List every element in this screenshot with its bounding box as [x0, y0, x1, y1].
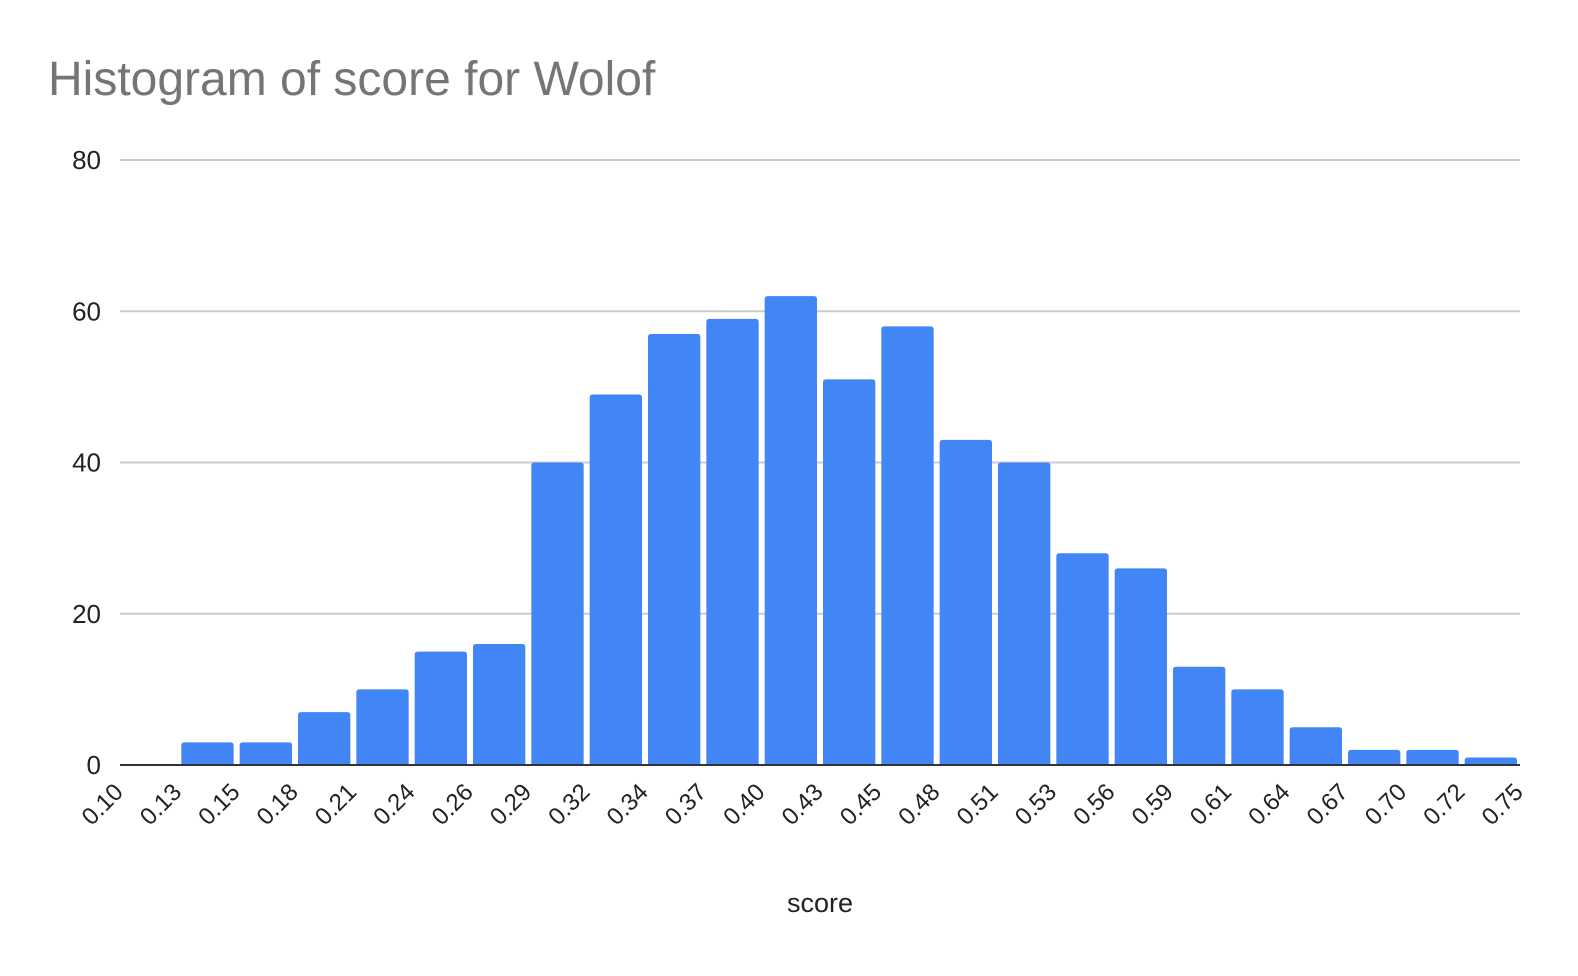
histogram-bar [414, 651, 467, 765]
gridlines [120, 159, 1520, 615]
histogram-bar [1348, 749, 1401, 765]
x-tick-label: 0.24 [368, 779, 420, 831]
x-tick-label: 0.29 [485, 779, 537, 831]
x-tick-label: 0.15 [193, 779, 245, 831]
x-axis-label: score [787, 888, 853, 918]
x-tick-label: 0.45 [835, 779, 887, 831]
y-tick-label: 60 [72, 296, 101, 326]
histogram-bar [881, 326, 934, 765]
histogram-bar [531, 462, 584, 765]
histogram-bar [823, 379, 876, 765]
x-tick-label: 0.21 [310, 779, 362, 831]
x-tick-label: 0.43 [777, 779, 829, 831]
histogram-bar [473, 644, 526, 765]
x-tick-label: 0.59 [1127, 779, 1179, 831]
histogram-bar [1114, 568, 1167, 765]
chart-title: Histogram of score for Wolof [48, 53, 656, 106]
histogram-bar [764, 296, 817, 765]
x-tick-label: 0.48 [893, 779, 945, 831]
x-tick-label: 0.40 [718, 779, 770, 831]
x-tick-label: 0.56 [1068, 779, 1120, 831]
x-tick-label: 0.61 [1185, 779, 1237, 831]
x-tick-label: 0.67 [1302, 779, 1354, 831]
histogram-bar [648, 333, 701, 765]
histogram-bar [1464, 757, 1517, 765]
y-tick-label: 80 [72, 145, 101, 175]
bars [181, 296, 1517, 765]
x-tick-label: 0.53 [1010, 779, 1062, 831]
x-tick-label: 0.51 [952, 779, 1004, 831]
y-tick-label: 40 [72, 448, 101, 478]
y-tick-label: 20 [72, 599, 101, 629]
histogram-bar [589, 394, 642, 765]
x-tick-label: 0.64 [1243, 779, 1295, 831]
y-tick-label: 0 [87, 750, 101, 780]
histogram-bar [998, 462, 1051, 765]
histogram-bar [298, 712, 351, 765]
histogram-bar [1406, 749, 1459, 765]
x-tick-label: 0.18 [252, 779, 304, 831]
x-tick-label: 0.34 [602, 779, 654, 831]
histogram-bar [239, 742, 292, 765]
histogram-bar [1231, 689, 1284, 765]
histogram-bar [706, 318, 759, 765]
histogram-bar [939, 439, 992, 765]
x-tick-label: 0.37 [660, 779, 712, 831]
x-axis-ticks: 0.10 0.13 0.15 0.18 0.21 0.24 0.26 0.29 0.32 0.34… [77, 779, 1529, 831]
histogram-bar [1173, 666, 1226, 765]
x-tick-label: 0.13 [135, 779, 187, 831]
histogram-bar [1056, 553, 1109, 765]
x-tick-label: 0.72 [1418, 779, 1470, 831]
x-tick-label: 0.26 [427, 779, 479, 831]
x-tick-label: 0.70 [1360, 779, 1412, 831]
x-tick-label: 0.75 [1477, 779, 1529, 831]
histogram-bar [1289, 727, 1342, 765]
y-axis-ticks: 0 20 40 60 80 [72, 145, 101, 780]
x-tick-label: 0.32 [543, 779, 595, 831]
histogram-bar [356, 689, 409, 765]
x-tick-label: 0.10 [77, 779, 129, 831]
histogram-bar [181, 742, 234, 765]
